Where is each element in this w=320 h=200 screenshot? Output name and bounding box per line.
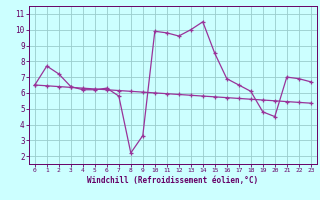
X-axis label: Windchill (Refroidissement éolien,°C): Windchill (Refroidissement éolien,°C) <box>87 176 258 185</box>
